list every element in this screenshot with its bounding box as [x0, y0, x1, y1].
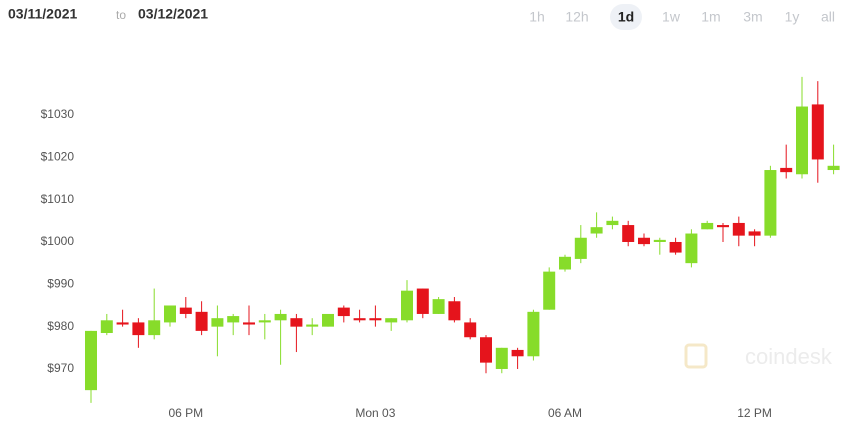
range-button[interactable]: 1y — [785, 9, 800, 25]
candle-body — [258, 320, 271, 323]
y-tick-label: $970 — [47, 361, 74, 375]
candle-body — [638, 237, 650, 245]
candle-body — [448, 301, 461, 321]
candle-body — [653, 239, 666, 242]
candle-body — [195, 311, 208, 331]
candle-body — [669, 241, 682, 253]
candle-body — [495, 347, 508, 369]
candle-body — [622, 225, 635, 242]
candle-body — [480, 337, 492, 363]
x-tick-label: 06 PM — [168, 406, 203, 420]
candle-body — [559, 256, 571, 270]
x-tick-label: Mon 03 — [355, 406, 395, 420]
range-button[interactable]: 1w — [662, 9, 681, 25]
candle-body — [685, 233, 698, 264]
candle-body — [369, 318, 382, 321]
range-button[interactable]: 1m — [701, 9, 720, 25]
candle-body — [527, 311, 540, 357]
candle-body — [432, 299, 445, 314]
candle-body — [211, 318, 224, 327]
range-button[interactable]: 12h — [565, 9, 588, 25]
candle-body — [385, 318, 398, 323]
candle-body — [701, 222, 714, 230]
candle-body — [748, 231, 761, 236]
candle-body — [717, 225, 729, 228]
candle-body — [732, 222, 745, 236]
date-from: 03/11/2021 — [8, 6, 78, 22]
candle-body — [780, 167, 793, 173]
x-tick-label: 12 PM — [737, 406, 772, 420]
range-button[interactable]: 1h — [529, 9, 545, 25]
watermark-logo — [684, 343, 708, 369]
candle-body — [464, 322, 477, 338]
candle-body — [416, 288, 429, 314]
candle-body — [322, 313, 334, 327]
candle-body — [353, 318, 366, 321]
candle-body — [164, 305, 176, 323]
candle-body — [827, 165, 840, 171]
candle-body — [306, 324, 319, 327]
candle-body — [590, 227, 603, 234]
y-tick-label: $980 — [47, 319, 74, 333]
y-tick-label: $1020 — [41, 150, 75, 164]
range-selected-bg — [610, 4, 642, 30]
candle-body — [574, 237, 587, 259]
candle-body — [811, 104, 824, 160]
range-button[interactable]: all — [821, 9, 835, 25]
candle-body — [116, 322, 129, 325]
candle-body — [227, 316, 240, 323]
y-tick-label: $1010 — [41, 192, 75, 206]
x-tick-label: 06 AM — [548, 406, 582, 420]
range-button[interactable]: 3m — [743, 9, 762, 25]
y-tick-label: $990 — [47, 276, 74, 290]
y-tick-label: $1030 — [41, 107, 75, 121]
candle-body — [337, 307, 350, 317]
candle-body — [511, 349, 524, 357]
y-tick-label: $1000 — [41, 234, 75, 248]
candle-body — [764, 170, 777, 236]
date-separator: to — [116, 8, 126, 22]
candle-body — [543, 271, 556, 310]
candle-body — [290, 318, 303, 327]
candle-body — [606, 220, 619, 226]
candle-body — [796, 106, 808, 175]
watermark: coindesk — [745, 344, 833, 369]
candle-body — [85, 330, 97, 391]
candle-body — [401, 290, 413, 321]
candle-body — [179, 307, 192, 314]
candle-body — [274, 313, 287, 321]
date-to: 03/12/2021 — [138, 6, 208, 22]
candle-body — [132, 322, 145, 336]
candle-body — [243, 322, 255, 325]
candle-body — [100, 320, 113, 333]
range-button[interactable]: 1d — [618, 9, 634, 25]
candle-body — [148, 320, 161, 336]
